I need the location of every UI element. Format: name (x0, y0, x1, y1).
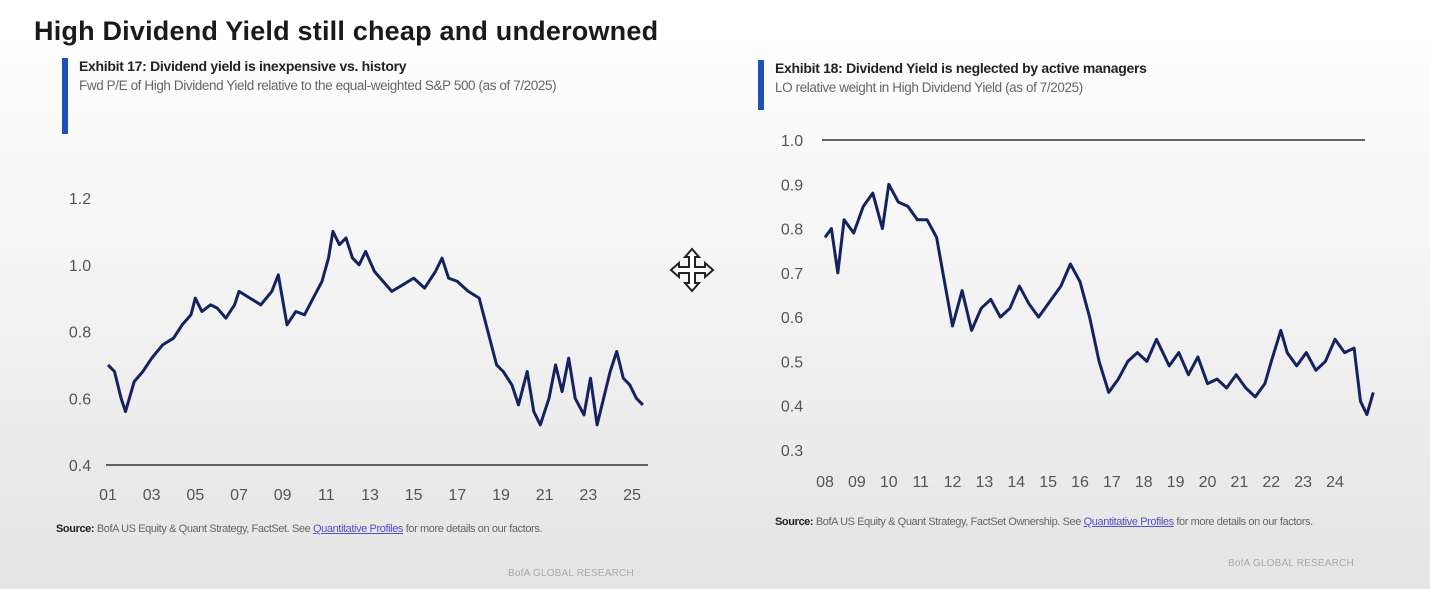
x-tick-label: 24 (1326, 474, 1344, 491)
y-tick-label: 1.0 (69, 258, 91, 275)
source-label: Source: (56, 523, 95, 535)
x-tick-label: 05 (186, 487, 204, 504)
x-tick-label: 17 (1103, 474, 1121, 491)
x-tick-label: 11 (318, 487, 335, 504)
y-tick-label: 1.2 (69, 191, 91, 208)
source-tail: for more details on our factors. (1176, 516, 1313, 528)
x-tick-label: 25 (623, 487, 641, 504)
x-tick-label: 10 (880, 474, 898, 491)
exhibit-18-header: Exhibit 18: Dividend Yield is neglected … (758, 60, 1358, 110)
x-tick-label: 08 (816, 474, 834, 491)
x-tick-label: 22 (1262, 474, 1280, 491)
x-tick-label: 21 (1230, 474, 1248, 491)
y-tick-label: 0.5 (781, 354, 803, 371)
source-text: BofA US Equity & Quant Strategy, FactSet… (815, 516, 1082, 528)
accent-bar (758, 60, 764, 110)
x-tick-label: 17 (448, 487, 466, 504)
x-tick-label: 13 (975, 474, 993, 491)
y-tick-label: 0.6 (69, 391, 91, 408)
x-tick-label: 15 (405, 487, 423, 504)
y-tick-label: 0.7 (781, 266, 803, 283)
x-tick-label: 18 (1135, 474, 1153, 491)
exhibit-17-source: Source: BofA US Equity & Quant Strategy,… (56, 520, 656, 539)
x-tick-label: 09 (274, 487, 292, 504)
source-label: Source: (775, 516, 814, 528)
x-tick-label: 21 (536, 487, 554, 504)
accent-bar (62, 58, 68, 134)
move-cursor-icon (669, 247, 715, 293)
series-line (106, 229, 644, 427)
exhibit-17-header: Exhibit 17: Dividend yield is inexpensiv… (62, 58, 682, 134)
x-tick-label: 11 (912, 474, 929, 491)
x-tick-label: 07 (230, 487, 248, 504)
brand-label: BofA GLOBAL RESEARCH (1228, 558, 1354, 569)
x-tick-label: 19 (492, 487, 510, 504)
x-tick-label: 16 (1071, 474, 1089, 491)
x-tick-label: 03 (143, 487, 161, 504)
series-line (823, 182, 1375, 417)
x-tick-label: 19 (1167, 474, 1185, 491)
source-text: BofA US Equity & Quant Strategy, FactSet… (96, 523, 311, 535)
source-tail: for more details on our factors. (405, 523, 543, 535)
x-tick-label: 12 (944, 474, 962, 491)
quantitative-profiles-link[interactable]: Quantitative Profiles (1083, 516, 1174, 528)
y-tick-label: 0.4 (69, 458, 91, 475)
exhibit-subtitle: Fwd P/E of High Dividend Yield relative … (79, 78, 557, 93)
x-tick-label: 09 (848, 474, 866, 491)
y-tick-label: 0.4 (781, 399, 803, 416)
y-tick-label: 0.3 (781, 443, 803, 460)
x-tick-label: 23 (579, 487, 597, 504)
y-tick-label: 0.8 (781, 222, 803, 239)
exhibit-title: Exhibit 17: Dividend yield is inexpensiv… (79, 58, 407, 74)
x-tick-label: 13 (361, 487, 379, 504)
brand-label: BofA GLOBAL RESEARCH (508, 568, 634, 579)
x-tick-label: 20 (1199, 474, 1217, 491)
y-tick-label: 1.0 (781, 133, 803, 150)
quantitative-profiles-link[interactable]: Quantitative Profiles (313, 523, 404, 535)
y-tick-label: 0.9 (781, 177, 803, 194)
exhibit-subtitle: LO relative weight in High Dividend Yiel… (775, 80, 1083, 95)
x-tick-label: 23 (1294, 474, 1312, 491)
x-tick-label: 15 (1039, 474, 1057, 491)
x-tick-label: 01 (99, 487, 117, 504)
exhibit-title: Exhibit 18: Dividend Yield is neglected … (775, 60, 1147, 76)
y-tick-label: 0.8 (69, 325, 91, 342)
exhibit-18-source: Source: BofA US Equity & Quant Strategy,… (775, 513, 1365, 532)
y-tick-label: 0.6 (781, 310, 803, 327)
page-title: High Dividend Yield still cheap and unde… (34, 16, 659, 46)
x-tick-label: 14 (1007, 474, 1025, 491)
